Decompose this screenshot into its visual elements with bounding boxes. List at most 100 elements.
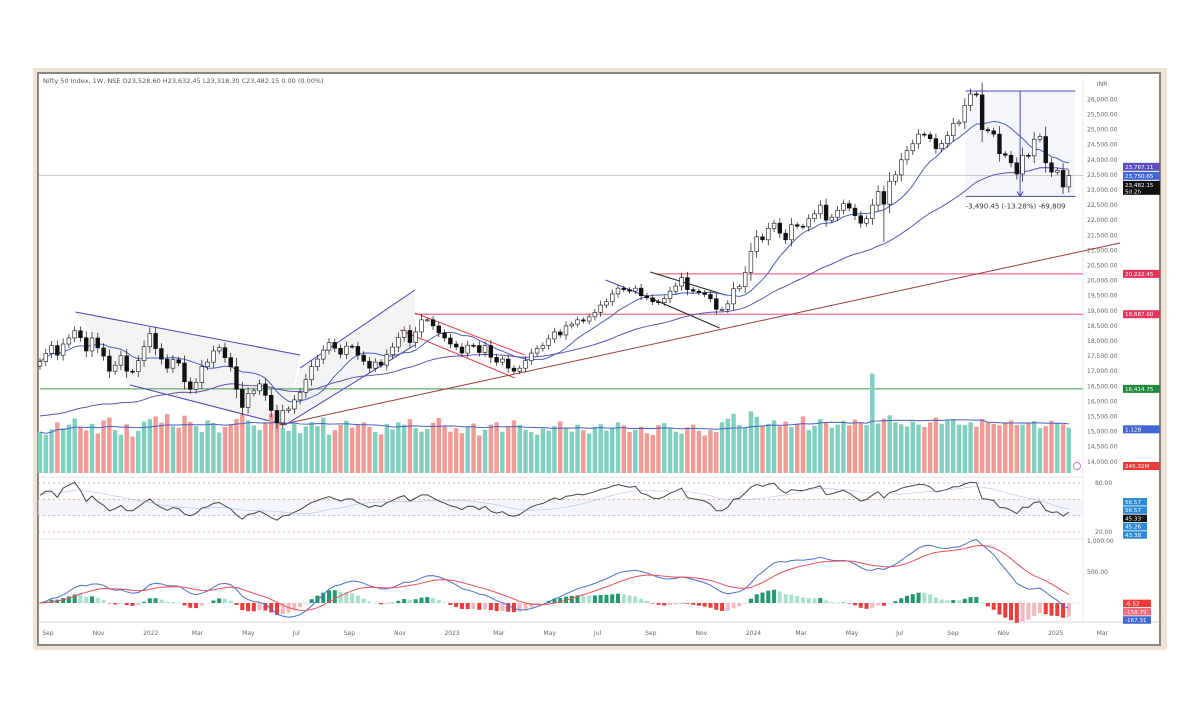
candle-body <box>690 289 696 292</box>
candle-body <box>627 289 632 292</box>
macd-histogram-bar <box>205 603 210 604</box>
macd-histogram-bar <box>731 603 736 609</box>
volume-bar <box>326 434 332 473</box>
candle-body <box>448 337 453 345</box>
price-tick-label: 18,500.00 <box>1087 323 1118 330</box>
macd-histogram-bar <box>939 599 944 603</box>
macd-histogram-bar <box>182 603 187 606</box>
price-tick-label: 15,500.00 <box>1087 414 1118 421</box>
candle-body <box>748 251 754 273</box>
candle-body <box>985 129 991 132</box>
price-tick-label: 25,500.00 <box>1087 112 1118 119</box>
candle-body <box>754 236 759 252</box>
macd-histogram-bar <box>442 602 447 603</box>
time-tick-label: Jul <box>895 630 904 637</box>
volume-bar <box>956 424 962 473</box>
volume-bar <box>847 425 852 473</box>
time-tick-label: Sep <box>42 630 54 637</box>
volume-bar <box>361 422 366 473</box>
time-tick-label: Jul <box>593 630 602 637</box>
macd-histogram-bar <box>407 599 412 603</box>
macd-histogram-bar <box>1014 603 1019 623</box>
macd-tick-label: 1,000.00 <box>1087 538 1114 545</box>
volume-bar <box>1037 428 1043 473</box>
macd-histogram-bar <box>1026 603 1031 620</box>
macd-value-text: -167.31 <box>1125 618 1147 624</box>
volume-bar <box>43 434 48 473</box>
symbol-name[interactable]: Nifty 50 Index, 1W, NSE <box>43 77 121 85</box>
candle-body <box>321 349 326 360</box>
time-tick-label: 2022 <box>143 630 158 637</box>
macd-histogram-bar <box>679 602 684 604</box>
candle-body <box>1055 170 1060 173</box>
candle-body <box>1003 153 1008 156</box>
macd-histogram-bar <box>800 597 805 603</box>
candle-body <box>563 325 569 336</box>
volume-bar <box>1031 421 1037 473</box>
candle-body <box>384 354 389 366</box>
candle-body <box>656 301 661 304</box>
volume-bar <box>459 433 465 473</box>
candle-body <box>419 319 424 333</box>
volume-bar <box>95 433 100 473</box>
volume-bar <box>771 420 777 473</box>
candle-body <box>1066 175 1072 188</box>
candle-body <box>188 381 193 390</box>
macd-histogram-bar <box>61 598 66 603</box>
macd-histogram-bar <box>130 603 135 606</box>
macd-histogram-bar <box>847 603 852 604</box>
volume-bar <box>685 427 690 473</box>
candle-body <box>638 287 644 296</box>
volume-bar <box>430 422 436 473</box>
macd-histogram-bar <box>616 593 620 603</box>
candle-body <box>245 393 251 408</box>
macd-histogram-bar <box>72 594 77 603</box>
volume-bar <box>563 428 569 473</box>
time-tick-label: Nov <box>998 630 1010 637</box>
candle-body <box>598 304 603 313</box>
volume-bar <box>731 413 736 473</box>
candle-body <box>517 367 522 372</box>
candle-body <box>153 333 158 349</box>
macd-histogram-bar <box>153 598 158 603</box>
candle-body <box>783 232 788 241</box>
candle-body <box>124 355 129 372</box>
volume-bar <box>800 416 806 473</box>
macd-histogram-bar <box>893 601 898 603</box>
rsi-tick-label: 80.00 <box>1095 480 1112 487</box>
macd-histogram-bar <box>783 594 788 603</box>
volume-bar <box>962 425 967 473</box>
macd-histogram-bar <box>587 595 592 603</box>
candle-body <box>459 346 465 354</box>
candle-body <box>835 209 840 218</box>
macd-histogram-bar <box>274 603 279 615</box>
candle-body <box>933 138 939 149</box>
volume-bar <box>453 428 459 473</box>
macd-histogram-bar <box>876 603 881 606</box>
volume-bar <box>1008 420 1014 473</box>
macd-histogram-bar <box>1032 603 1037 617</box>
macd-histogram-bar <box>234 603 239 605</box>
macd-histogram-bar <box>1009 603 1014 621</box>
candle-body <box>344 345 349 355</box>
time-tick-label: Nov <box>695 630 707 637</box>
volume-bar <box>309 421 314 473</box>
macd-histogram-bar <box>789 594 794 603</box>
candle-body <box>1020 154 1025 175</box>
volume-bar <box>945 420 950 473</box>
macd-histogram-bar <box>315 595 320 603</box>
rsi-value-text: 43.38 <box>1125 533 1141 539</box>
volume-bar <box>188 421 193 473</box>
candle-body <box>500 358 505 363</box>
macd-histogram-bar <box>812 598 817 603</box>
volume-bar <box>615 422 621 473</box>
volume-bar <box>101 420 106 473</box>
candle-body <box>407 330 413 343</box>
volume-bar <box>592 426 598 473</box>
macd-histogram-bar <box>477 603 482 610</box>
volume-bar <box>280 428 285 473</box>
price-tick-label: 17,000.00 <box>1087 368 1118 375</box>
currency-label: INR <box>1097 81 1107 88</box>
macd-histogram-bar <box>910 594 915 603</box>
